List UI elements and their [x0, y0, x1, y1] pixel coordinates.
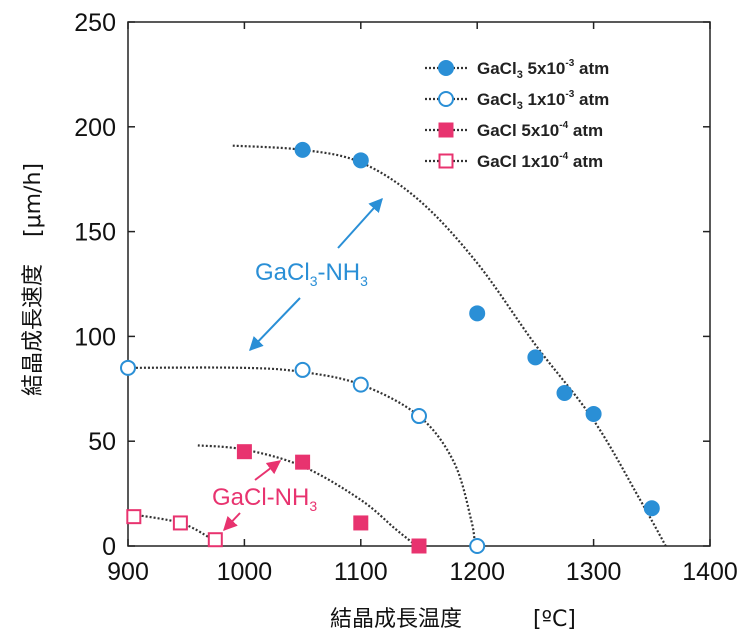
fit-curve	[197, 444, 418, 547]
x-tick-label: 1100	[334, 558, 388, 586]
data-point	[643, 500, 660, 517]
y-tick-label: 200	[74, 114, 116, 142]
y-tick-label: 250	[74, 9, 116, 37]
data-point	[352, 376, 369, 393]
annotation-gacl3-nh3: GaCl3-NH3	[249, 197, 383, 352]
y-tick-label: 50	[88, 428, 116, 456]
data-point	[294, 141, 311, 158]
annotation-arrow-lower	[223, 512, 241, 532]
x-tick-label: 900	[107, 558, 149, 586]
legend-marker	[438, 153, 454, 169]
data-point	[295, 454, 311, 470]
y-tick-label: 100	[74, 323, 116, 351]
y-axis-unit: [μm/h]	[21, 163, 46, 237]
legend-entry: GaCl3 5x10-3 atm	[477, 58, 609, 81]
y-axis-label: 結晶成長速度	[21, 264, 46, 396]
legend-marker	[438, 122, 454, 138]
annotation-arrow-down	[249, 297, 301, 352]
data-point	[207, 532, 223, 548]
data-point	[352, 152, 369, 169]
annotation-gacl-nh3-label: GaCl-NH3	[212, 484, 317, 514]
data-point	[126, 509, 142, 525]
x-tick-label: 1400	[682, 558, 738, 586]
data-point	[294, 361, 311, 378]
data-point	[411, 408, 427, 425]
data-points	[120, 141, 660, 554]
y-tick-label: 150	[74, 219, 116, 247]
x-tick-label: 1300	[566, 558, 622, 586]
data-point	[585, 405, 602, 422]
legend-entry: GaCl 5x10-4 atm	[477, 120, 603, 140]
data-point	[527, 349, 544, 366]
data-point	[469, 305, 486, 322]
data-point	[353, 515, 369, 531]
fit-curves	[127, 144, 667, 547]
fit-curve	[127, 366, 476, 547]
annotation-gacl3-nh3-label: GaCl3-NH3	[255, 259, 368, 289]
data-point	[411, 538, 427, 554]
legend-marker	[438, 91, 454, 107]
x-axis-unit: [ºC]	[533, 607, 576, 632]
x-tick-label: 1200	[449, 558, 505, 586]
annotation-arrow-upper	[254, 460, 282, 481]
legend-entry: GaCl 1x10-4 atm	[477, 151, 603, 171]
data-point	[469, 538, 486, 554]
x-tick-label: 1000	[217, 558, 273, 586]
y-tick-label: 0	[102, 533, 116, 561]
data-point	[172, 515, 188, 531]
legend-marker	[438, 60, 454, 76]
annotation-gacl-nh3: GaCl-NH3	[212, 460, 317, 532]
legend-entry: GaCl3 1x10-3 atm	[477, 89, 609, 112]
legend: GaCl3 5x10-3 atm GaCl3 1x10-3 atm GaCl 5x1…	[425, 58, 609, 171]
fit-curve	[232, 144, 667, 547]
data-point	[556, 384, 573, 401]
x-axis-label: 結晶成長温度	[330, 607, 462, 632]
y-axis-title: 結晶成長速度 [μm/h]	[21, 163, 46, 396]
data-point	[236, 444, 252, 460]
annotation-arrow-up	[337, 197, 383, 249]
axis-ticks: 900 1000 1100 1200 1300 1400 0 50 100 150 200 250	[74, 9, 738, 586]
data-point	[120, 359, 136, 376]
